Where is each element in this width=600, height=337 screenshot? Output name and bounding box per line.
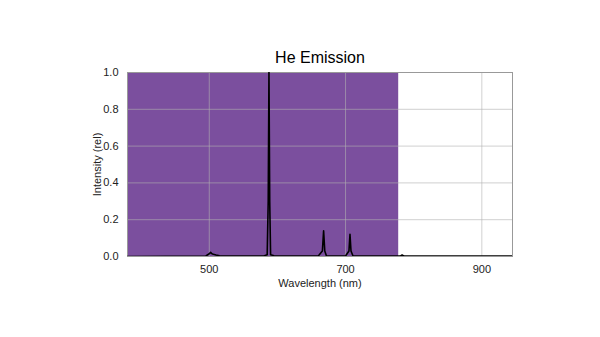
svg-text:He Emission: He Emission [275,49,365,66]
svg-text:0.2: 0.2 [103,213,118,225]
svg-text:0.6: 0.6 [103,140,118,152]
svg-text:0.8: 0.8 [103,103,118,115]
svg-text:500: 500 [200,263,218,275]
svg-text:Intensity (rel): Intensity (rel) [91,133,103,197]
svg-text:Wavelength (nm): Wavelength (nm) [278,277,361,289]
svg-text:0.4: 0.4 [103,176,118,188]
svg-text:0.0: 0.0 [103,250,118,262]
svg-text:900: 900 [473,263,491,275]
svg-text:1.0: 1.0 [103,66,118,78]
svg-text:700: 700 [336,263,354,275]
